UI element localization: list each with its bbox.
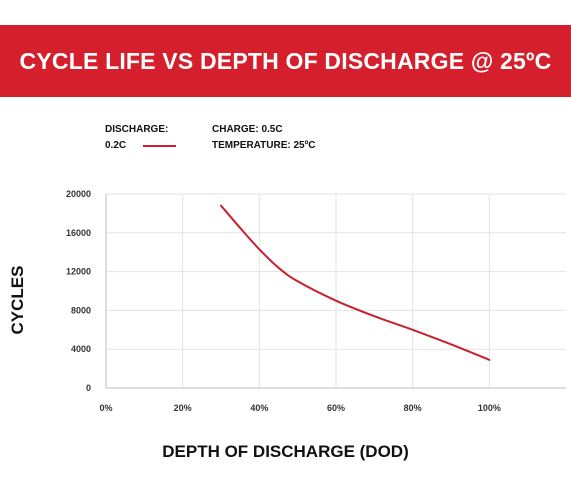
y-tick-label: 12000 — [66, 267, 91, 277]
legend-temperature-label: TEMPERATURE: 25ºC — [212, 140, 316, 151]
y-tick-label: 8000 — [71, 305, 91, 315]
legend-discharge-label: DISCHARGE: — [105, 124, 169, 135]
y-tick-label: 16000 — [66, 228, 91, 238]
x-tick-label: 40% — [250, 403, 268, 413]
chart-title: CYCLE LIFE VS DEPTH OF DISCHARGE @ 25ºC — [19, 47, 552, 74]
legend-discharge-value: 0.2C — [105, 140, 127, 151]
x-tick-label: 100% — [478, 403, 501, 413]
y-tick-label: 4000 — [71, 344, 91, 354]
x-tick-label: 80% — [404, 403, 422, 413]
x-tick-label: 20% — [174, 403, 192, 413]
x-axis-label: DEPTH OF DISCHARGE (DOD) — [162, 442, 409, 461]
x-tick-label: 60% — [327, 403, 345, 413]
series-line — [220, 204, 491, 361]
legend-charge-label: CHARGE: 0.5C — [212, 124, 283, 135]
legend-line-swatch — [143, 145, 176, 147]
y-tick-label: 0 — [86, 383, 91, 393]
y-tick-label: 20000 — [66, 189, 91, 199]
title-banner: CYCLE LIFE VS DEPTH OF DISCHARGE @ 25ºC — [0, 25, 571, 97]
x-tick-label: 0% — [99, 403, 112, 413]
